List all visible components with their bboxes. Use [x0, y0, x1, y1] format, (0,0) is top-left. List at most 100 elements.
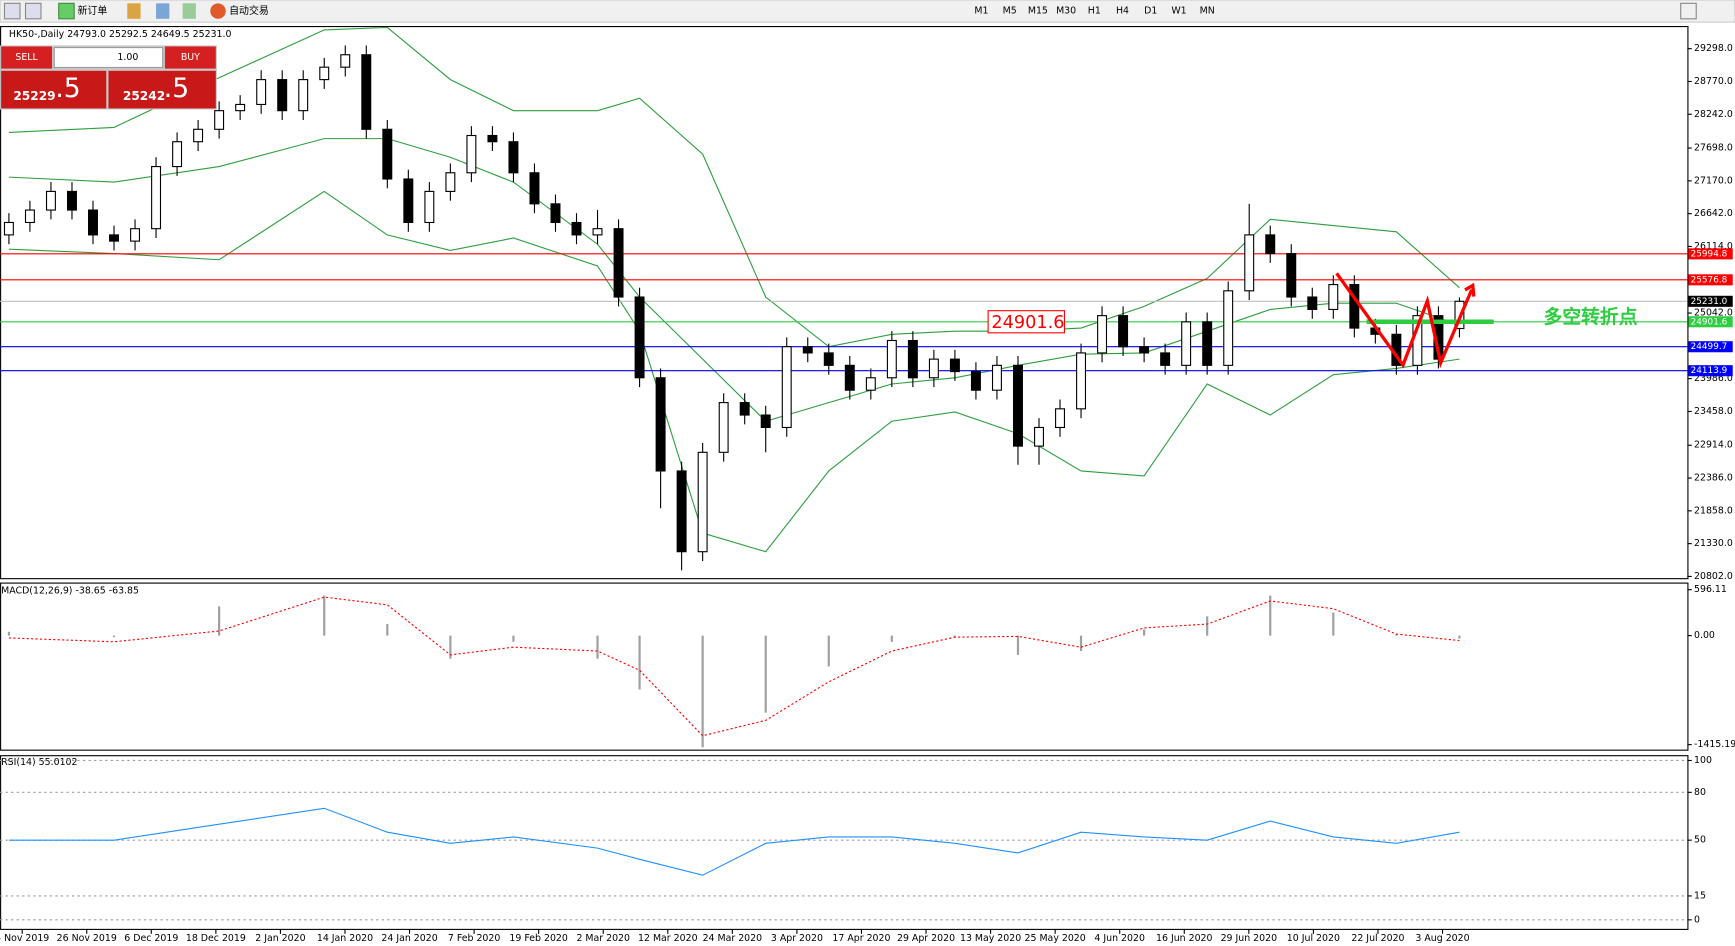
bollinger-lower — [8, 190, 1460, 553]
macd-bar — [1458, 635, 1461, 639]
toolbar: 新订单 自动交易 — [0, 0, 1735, 23]
buy-button[interactable] — [164, 46, 216, 69]
level-label: 25576.8 — [1691, 275, 1728, 285]
timeframe[interactable]: M1 — [974, 6, 988, 17]
macd-bar — [638, 635, 641, 690]
buy-label[interactable]: BUY — [181, 52, 200, 63]
x-tick-label: 24 Jan 2020 — [381, 933, 437, 944]
buy-price[interactable]: 25242 — [123, 89, 165, 103]
bollinger-middle — [8, 138, 1460, 422]
auto-trading-icon[interactable] — [210, 3, 226, 19]
candle-body — [613, 228, 624, 298]
macd-bar — [323, 595, 326, 636]
y-tick-label: 80 — [1694, 787, 1706, 798]
x-tick-label: 13 May 2020 — [960, 933, 1021, 944]
candle-body — [508, 141, 519, 174]
x-tick-label: 16 Jun 2020 — [1156, 933, 1213, 944]
y-tick-label: 596.11 — [1694, 584, 1727, 595]
y-tick-label: 26642.0 — [1694, 208, 1733, 219]
pane-title: MACD(12,26,9) -38.65 -63.85 — [1, 585, 139, 596]
y-tick-label: 23458.0 — [1694, 406, 1733, 417]
auto-trading[interactable]: 自动交易 — [229, 4, 269, 17]
macd-bar — [890, 635, 893, 642]
y-tick-label: 26114.0 — [1694, 241, 1733, 252]
macd-bar — [701, 635, 704, 748]
candle-body — [445, 172, 456, 192]
buy-price-frac[interactable]: .5 — [164, 73, 189, 104]
x-tick-label: 19 Feb 2020 — [509, 933, 567, 944]
candle-body — [1181, 321, 1192, 366]
timeframe[interactable]: H1 — [1088, 6, 1101, 17]
candle-body — [382, 128, 393, 180]
candle-body — [865, 377, 876, 391]
icon[interactable] — [3, 2, 21, 20]
candle-body — [823, 352, 834, 366]
candle-body — [970, 371, 981, 391]
y-tick-label: 28770.0 — [1694, 76, 1733, 87]
new-order-icon[interactable] — [58, 2, 75, 20]
macd-bar — [7, 631, 11, 636]
x-tick-label: 17 Apr 2020 — [832, 933, 890, 944]
annotation-price: 24901.6 — [991, 313, 1064, 333]
icon[interactable] — [24, 2, 42, 20]
level-label: 25994.8 — [1691, 249, 1728, 259]
y-tick-label: 27698.0 — [1694, 143, 1733, 154]
macd-bar — [512, 635, 515, 642]
candle-body — [760, 414, 771, 429]
y-tick-label: 23986.0 — [1694, 373, 1733, 384]
sell-label[interactable]: SELL — [15, 52, 38, 63]
candle-body — [298, 79, 309, 112]
macd-bar — [1269, 595, 1272, 636]
macd-bar — [1016, 635, 1020, 655]
y-tick-label: 0 — [1694, 914, 1700, 925]
macd-bar — [953, 635, 957, 638]
x-tick-label: 2 Mar 2020 — [576, 933, 630, 944]
timeframe[interactable]: M5 — [1003, 6, 1017, 17]
candle-body — [1244, 234, 1255, 292]
icon[interactable] — [182, 3, 196, 19]
icon[interactable] — [127, 3, 141, 19]
arrowhead — [1464, 282, 1476, 297]
candle-body — [718, 402, 729, 453]
timeframe[interactable]: D1 — [1144, 6, 1157, 17]
level-label: 24113.9 — [1691, 366, 1728, 376]
candle-body — [424, 190, 435, 224]
candle-body — [634, 296, 645, 379]
icon[interactable] — [156, 3, 170, 19]
candle-body — [214, 110, 225, 130]
macd-bar — [218, 606, 221, 636]
x-tick-label: 18 Dec 2019 — [186, 933, 246, 944]
new-order[interactable]: 新订单 — [78, 4, 108, 17]
y-tick-label: 20802.0 — [1694, 571, 1733, 582]
y-tick-label: 22914.0 — [1694, 440, 1733, 451]
lot-size[interactable]: 1.00 — [117, 52, 138, 63]
buy-price-box[interactable] — [108, 70, 216, 109]
x-tick-label: 26 Nov 2019 — [57, 933, 117, 944]
candle-body — [571, 221, 582, 236]
candle-body — [676, 470, 687, 553]
timeframe[interactable]: H4 — [1116, 6, 1129, 17]
timeframe[interactable]: M30 — [1056, 6, 1076, 17]
sell-price-box[interactable] — [1, 70, 107, 109]
sell-price[interactable]: 25229 — [13, 89, 55, 103]
candle-body — [907, 339, 918, 379]
timeframe[interactable]: M15 — [1028, 6, 1048, 17]
candle-body — [45, 190, 56, 211]
level-tag — [1688, 316, 1733, 328]
level-label: 24901.6 — [1691, 317, 1728, 327]
x-tick-label: 4 Nov 2019 — [0, 933, 49, 944]
level-tag — [1688, 274, 1733, 286]
lot-input[interactable] — [53, 47, 164, 69]
timeframe[interactable]: MN — [1200, 6, 1215, 17]
x-tick-label: 3 Apr 2020 — [771, 933, 823, 944]
x-tick-label: 2 Jan 2020 — [255, 933, 305, 944]
candle-body — [1307, 296, 1318, 310]
chart-title: HK50-,Daily 24793.0 25292.5 24649.5 2523… — [9, 29, 232, 40]
sell-button[interactable] — [1, 46, 53, 69]
search-icon[interactable] — [1680, 2, 1697, 20]
sell-price-frac[interactable]: .5 — [55, 73, 80, 104]
candle-body — [403, 178, 414, 224]
timeframe[interactable]: W1 — [1171, 6, 1186, 17]
x-tick-label: 6 Dec 2019 — [124, 933, 178, 944]
